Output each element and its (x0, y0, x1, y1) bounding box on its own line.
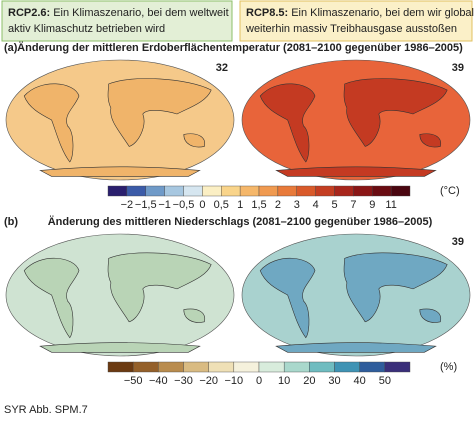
panel-title: Änderung der mittleren Erdoberflächentem… (17, 41, 463, 54)
colorbar-cell (315, 185, 335, 197)
scenario-line: aktiv Klimaschutz betrieben wird (8, 23, 165, 35)
colorbar-tick-label: 1,5 (251, 199, 266, 211)
model-count: 39 (452, 62, 464, 74)
map-land (419, 308, 442, 323)
colorbar-tick-label: 2 (275, 199, 281, 211)
colorbar-tick-label: −1 (158, 199, 171, 211)
colorbar-cell (132, 361, 159, 373)
colorbar-cell (126, 185, 146, 197)
colorbar-tick-label: 4 (313, 199, 319, 211)
colorbar-cell (372, 185, 392, 197)
map-land (343, 78, 448, 147)
colorbar-tick-label: −30 (174, 375, 193, 387)
colorbar-cell (258, 185, 279, 197)
colorbar-tick-label: 0 (199, 199, 205, 211)
colorbar-cell (208, 361, 235, 373)
scenario-text: RCP2.6: Ein Klimaszenario, bei dem weltwe… (8, 7, 229, 19)
colorbar-cell (107, 361, 134, 373)
map-land (419, 133, 442, 148)
colorbar-tick-label: 10 (278, 375, 290, 387)
colorbar-cell (164, 185, 184, 197)
colorbar-cell (145, 185, 165, 197)
colorbar-cell (233, 361, 260, 373)
colorbar-tick-label: 0 (256, 375, 262, 387)
colorbar-cell (258, 361, 285, 373)
colorbar-cell (283, 361, 310, 373)
panel-letter: (b) (4, 216, 18, 228)
map-land (259, 257, 316, 339)
scenario-line: Ein Klimaszenario, bei dem weltweit (53, 7, 228, 19)
colorbar-cell (158, 361, 184, 373)
colorbar-tick-label: −1,5 (135, 199, 157, 211)
colorbar-tick-label: 40 (354, 375, 366, 387)
model-count: 32 (216, 62, 228, 74)
scenario-line: weiterhin massiv Treibhausgase ausstoßen (245, 23, 457, 35)
colorbar-unit: (°C) (440, 185, 460, 197)
panel-letter: (a) (4, 42, 18, 54)
colorbar-cell (309, 361, 335, 373)
colorbar-tick-label: 30 (328, 375, 340, 387)
colorbar-tick-label: 1 (237, 199, 243, 211)
map-land (275, 166, 437, 177)
colorbar-cell (277, 185, 297, 197)
colorbar-cell (239, 185, 260, 197)
colorbar-cell (221, 185, 241, 197)
map-land (107, 78, 212, 147)
map (5, 233, 235, 357)
colorbar-tick-label: 3 (294, 199, 300, 211)
colorbar-cell (183, 185, 203, 197)
footer: SYR Abb. SPM.7 (4, 404, 88, 416)
colorbar-cell (390, 185, 411, 197)
colorbar-cell (353, 185, 373, 197)
map (241, 233, 471, 357)
colorbar-tick-label: −10 (224, 375, 243, 387)
colorbar-tick-label: −0,5 (173, 199, 195, 211)
scenario-box (1, 0, 233, 42)
colorbar-tick-label: −20 (199, 375, 218, 387)
colorbar-tick-label: −40 (149, 375, 168, 387)
colorbar-tick-label: 5 (331, 199, 337, 211)
map-land (183, 133, 206, 148)
scenario-label: RCP8.5: (246, 7, 288, 19)
colorbar-cell (359, 361, 386, 373)
colorbar-tick-label: −2 (121, 199, 134, 211)
colorbar-tick-label: 7 (350, 199, 356, 211)
map-land (259, 83, 316, 163)
map-land (343, 252, 448, 323)
map-land (23, 257, 80, 339)
colorbar-unit: (%) (440, 361, 457, 373)
map (241, 59, 471, 181)
map-land (183, 308, 206, 323)
map-land (23, 83, 80, 163)
colorbar-tick-label: 50 (379, 375, 391, 387)
colorbar-cell (334, 185, 354, 197)
model-count: 39 (452, 236, 464, 248)
colorbar-tick-label: −50 (124, 375, 143, 387)
colorbar-tick-label: 20 (303, 375, 315, 387)
colorbar-tick-label: 11 (385, 199, 396, 211)
colorbar-cell (384, 361, 411, 373)
map-land (275, 342, 437, 353)
map (5, 59, 235, 181)
scenario-line: Ein Klimaszenario, bei dem wir global (291, 7, 474, 19)
colorbar-cell (334, 361, 360, 373)
map-land (39, 342, 201, 353)
scenario-label: RCP2.6: (8, 7, 50, 19)
colorbar-cell (296, 185, 316, 197)
panel-title: Änderung des mittleren Niederschlags (20… (48, 215, 433, 228)
map-land (39, 166, 201, 177)
colorbar-cell (107, 185, 128, 197)
colorbar-cell (202, 185, 222, 197)
colorbar-tick-label: 9 (369, 199, 375, 211)
map-land (107, 252, 212, 323)
colorbar-cell (183, 361, 209, 373)
scenario-text: RCP8.5: Ein Klimaszenario, bei dem wir gl… (246, 7, 474, 19)
colorbar-tick-label: 0,5 (214, 199, 229, 211)
scenario-box (239, 0, 473, 42)
